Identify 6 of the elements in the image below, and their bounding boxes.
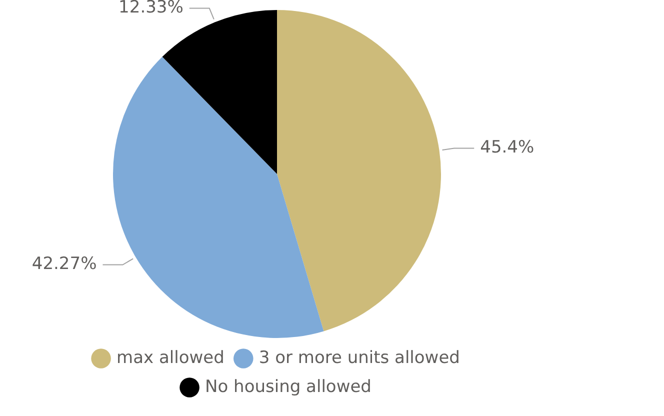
legend-label: max allowed — [116, 348, 224, 368]
data-label: 45.4% — [480, 138, 534, 158]
legend-label: No housing allowed — [205, 376, 372, 397]
data-label: 42.27% — [32, 254, 97, 274]
data-label: 12.33% — [118, 0, 184, 18]
legend-label: 3 or more units allowed — [258, 348, 460, 368]
